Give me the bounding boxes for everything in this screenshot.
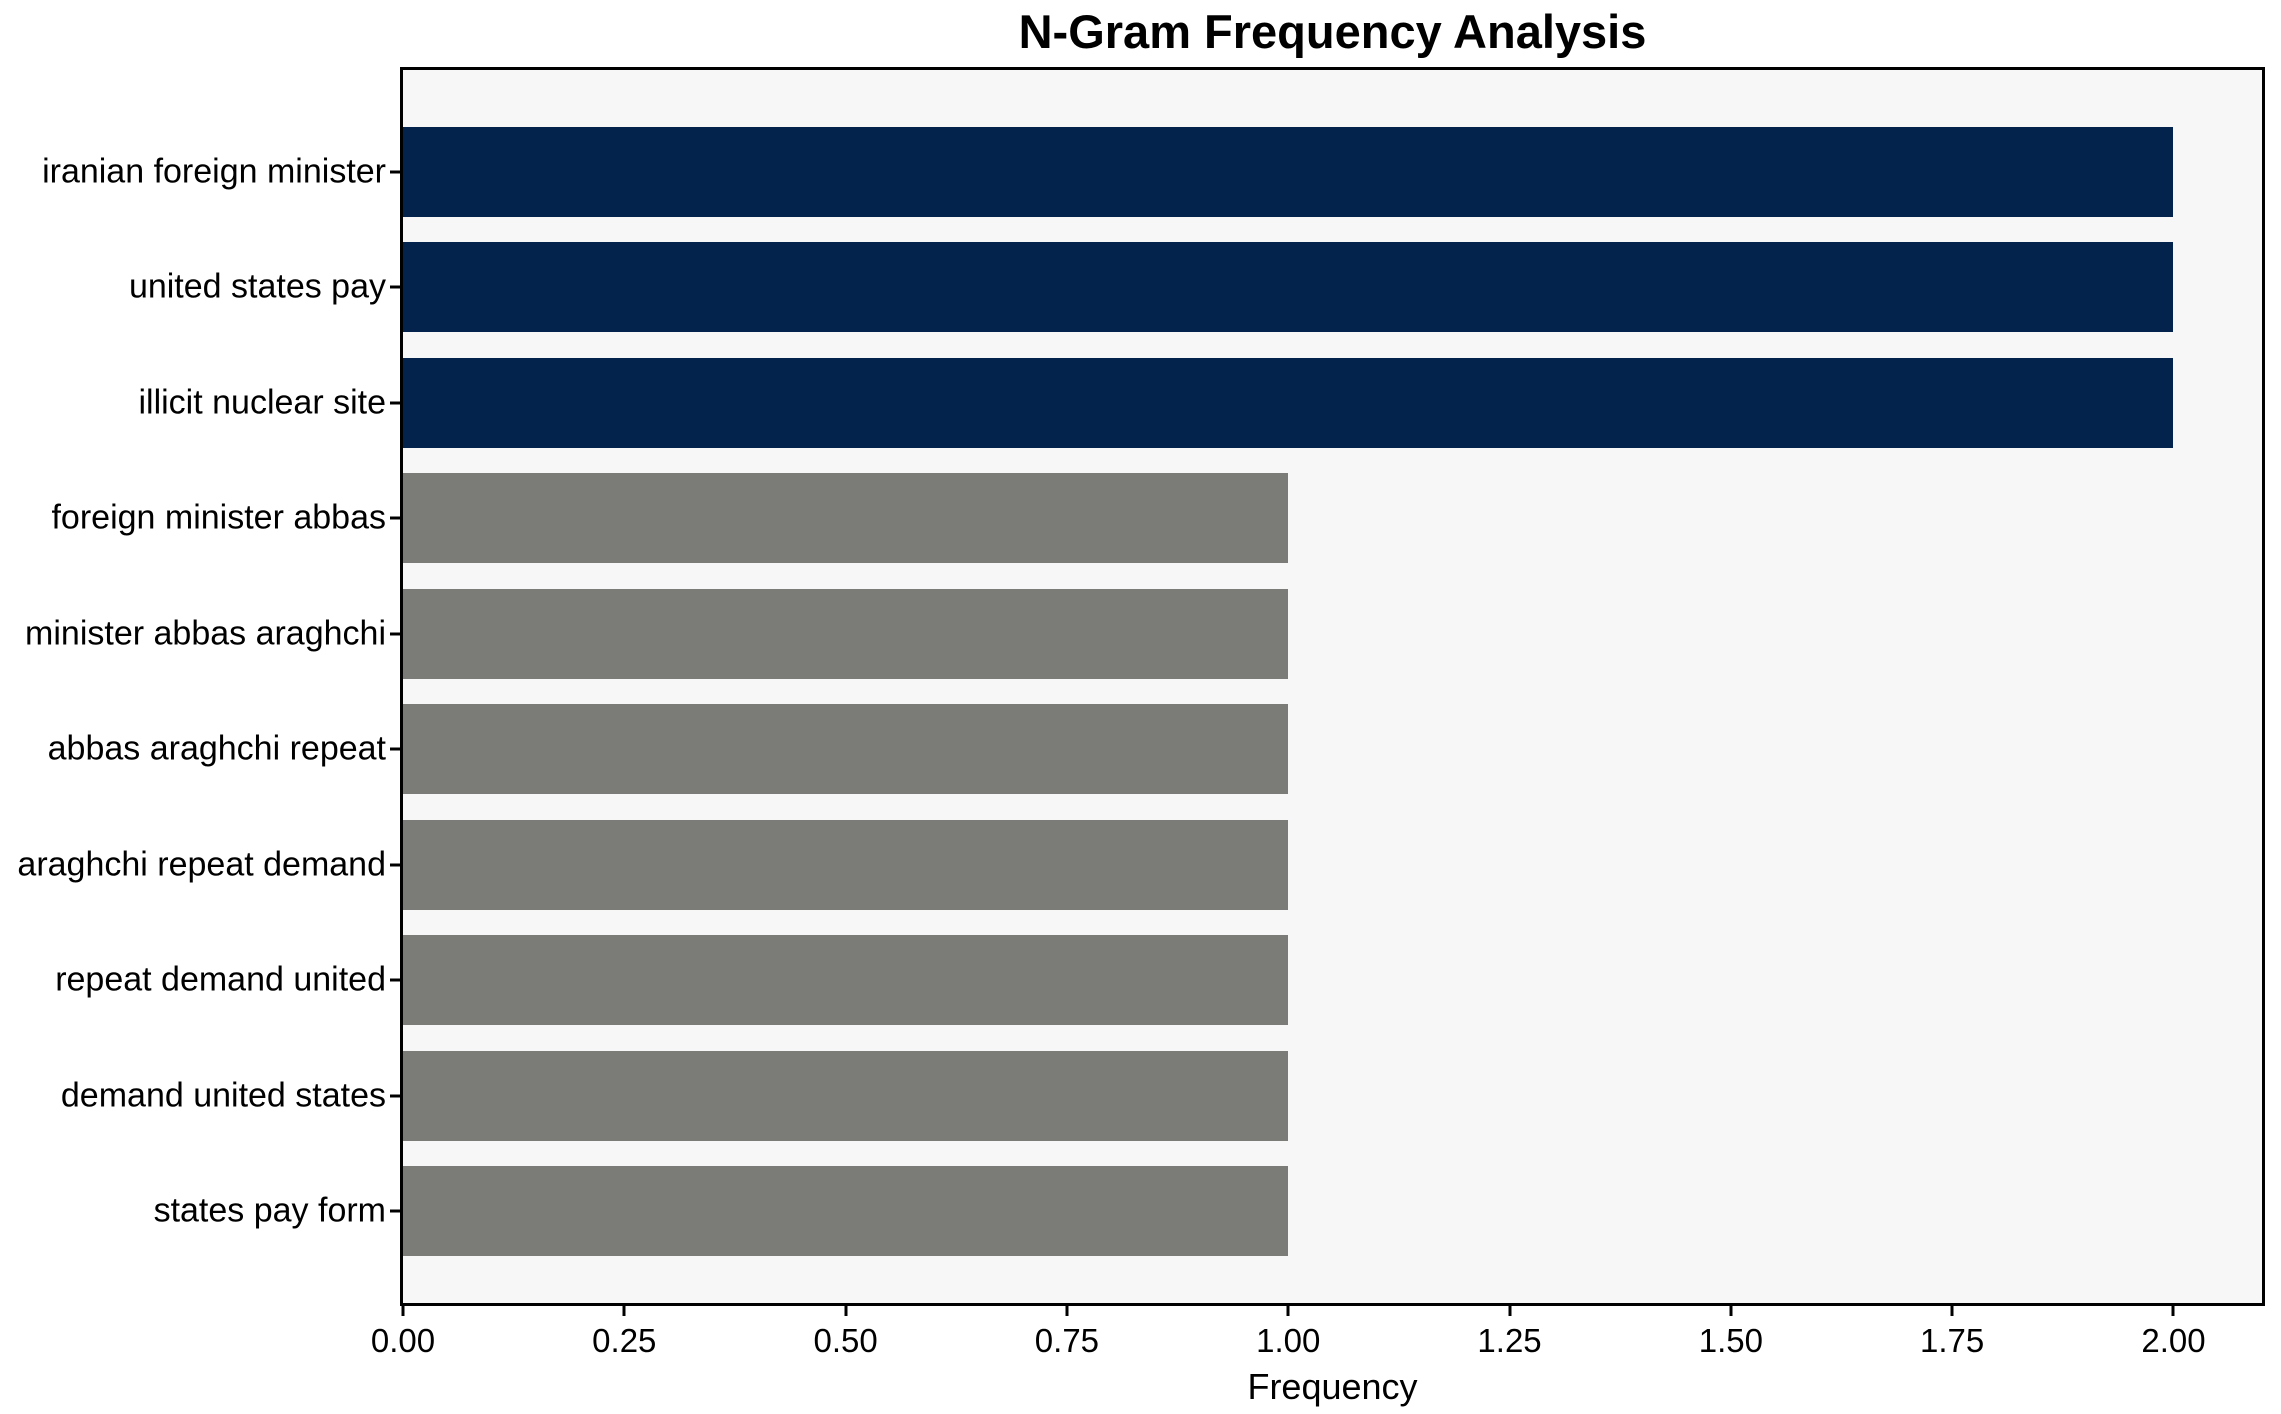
- bar: [403, 704, 1289, 795]
- bar: [403, 935, 1289, 1026]
- x-tick-label: 0.75: [1034, 1322, 1100, 1359]
- x-tick-mark: [401, 1306, 405, 1316]
- y-tick-label: illicit nuclear site: [138, 383, 386, 422]
- x-tick-label: 1.00: [1256, 1322, 1321, 1359]
- y-tick-label: demand united states: [60, 1076, 386, 1115]
- y-tick-mark: [390, 516, 400, 520]
- bar: [403, 588, 1289, 679]
- x-tick-mark: [622, 1306, 626, 1316]
- x-tick-label: 1.50: [1698, 1322, 1763, 1359]
- y-tick-label: araghchi repeat demand: [17, 845, 386, 884]
- y-tick-mark: [390, 978, 400, 982]
- bar: [403, 819, 1289, 910]
- y-tick-label: minister abbas araghchi: [25, 614, 386, 653]
- x-tick-label: 0.50: [813, 1322, 878, 1359]
- y-tick-mark: [390, 285, 400, 289]
- x-tick-mark: [1065, 1306, 1069, 1316]
- y-tick-mark: [390, 1094, 400, 1098]
- x-tick-label: 2.00: [2141, 1322, 2206, 1359]
- bar: [403, 126, 2174, 217]
- y-tick-label: foreign minister abbas: [51, 498, 386, 537]
- bar: [403, 473, 1289, 564]
- x-tick-mark: [1950, 1306, 1954, 1316]
- y-tick-label: iranian foreign minister: [42, 152, 386, 191]
- y-axis-labels: iranian foreign minister united states pa…: [0, 70, 386, 1303]
- x-axis-label: Frequency: [1247, 1366, 1418, 1407]
- x-tick-mark: [1729, 1306, 1733, 1316]
- x-tick-mark: [844, 1306, 848, 1316]
- y-tick-label: united states pay: [128, 267, 386, 306]
- bar: [403, 1166, 1289, 1257]
- bar: [403, 1050, 1289, 1141]
- y-tick-mark: [390, 863, 400, 867]
- x-tick-mark: [1286, 1306, 1290, 1316]
- plot-area: [400, 67, 2265, 1306]
- y-tick-label: abbas araghchi repeat: [47, 729, 386, 768]
- x-tick-label: 1.75: [1920, 1322, 1985, 1359]
- y-tick-label: repeat demand united: [55, 960, 386, 999]
- chart-title: N-Gram Frequency Analysis: [1018, 5, 1647, 58]
- y-tick-label: states pay form: [153, 1191, 386, 1230]
- y-tick-mark: [390, 401, 400, 405]
- x-tick-mark: [2171, 1306, 2175, 1316]
- y-tick-mark: [390, 1209, 400, 1213]
- bar: [403, 357, 2174, 448]
- x-tick-label: 0.00: [370, 1322, 436, 1359]
- y-tick-mark: [390, 747, 400, 751]
- bar: [403, 242, 2174, 333]
- y-tick-mark: [390, 632, 400, 636]
- y-tick-mark: [390, 170, 400, 174]
- x-tick-label: 0.25: [592, 1322, 657, 1359]
- x-tick-mark: [1508, 1306, 1512, 1316]
- x-tick-label: 1.25: [1477, 1322, 1542, 1359]
